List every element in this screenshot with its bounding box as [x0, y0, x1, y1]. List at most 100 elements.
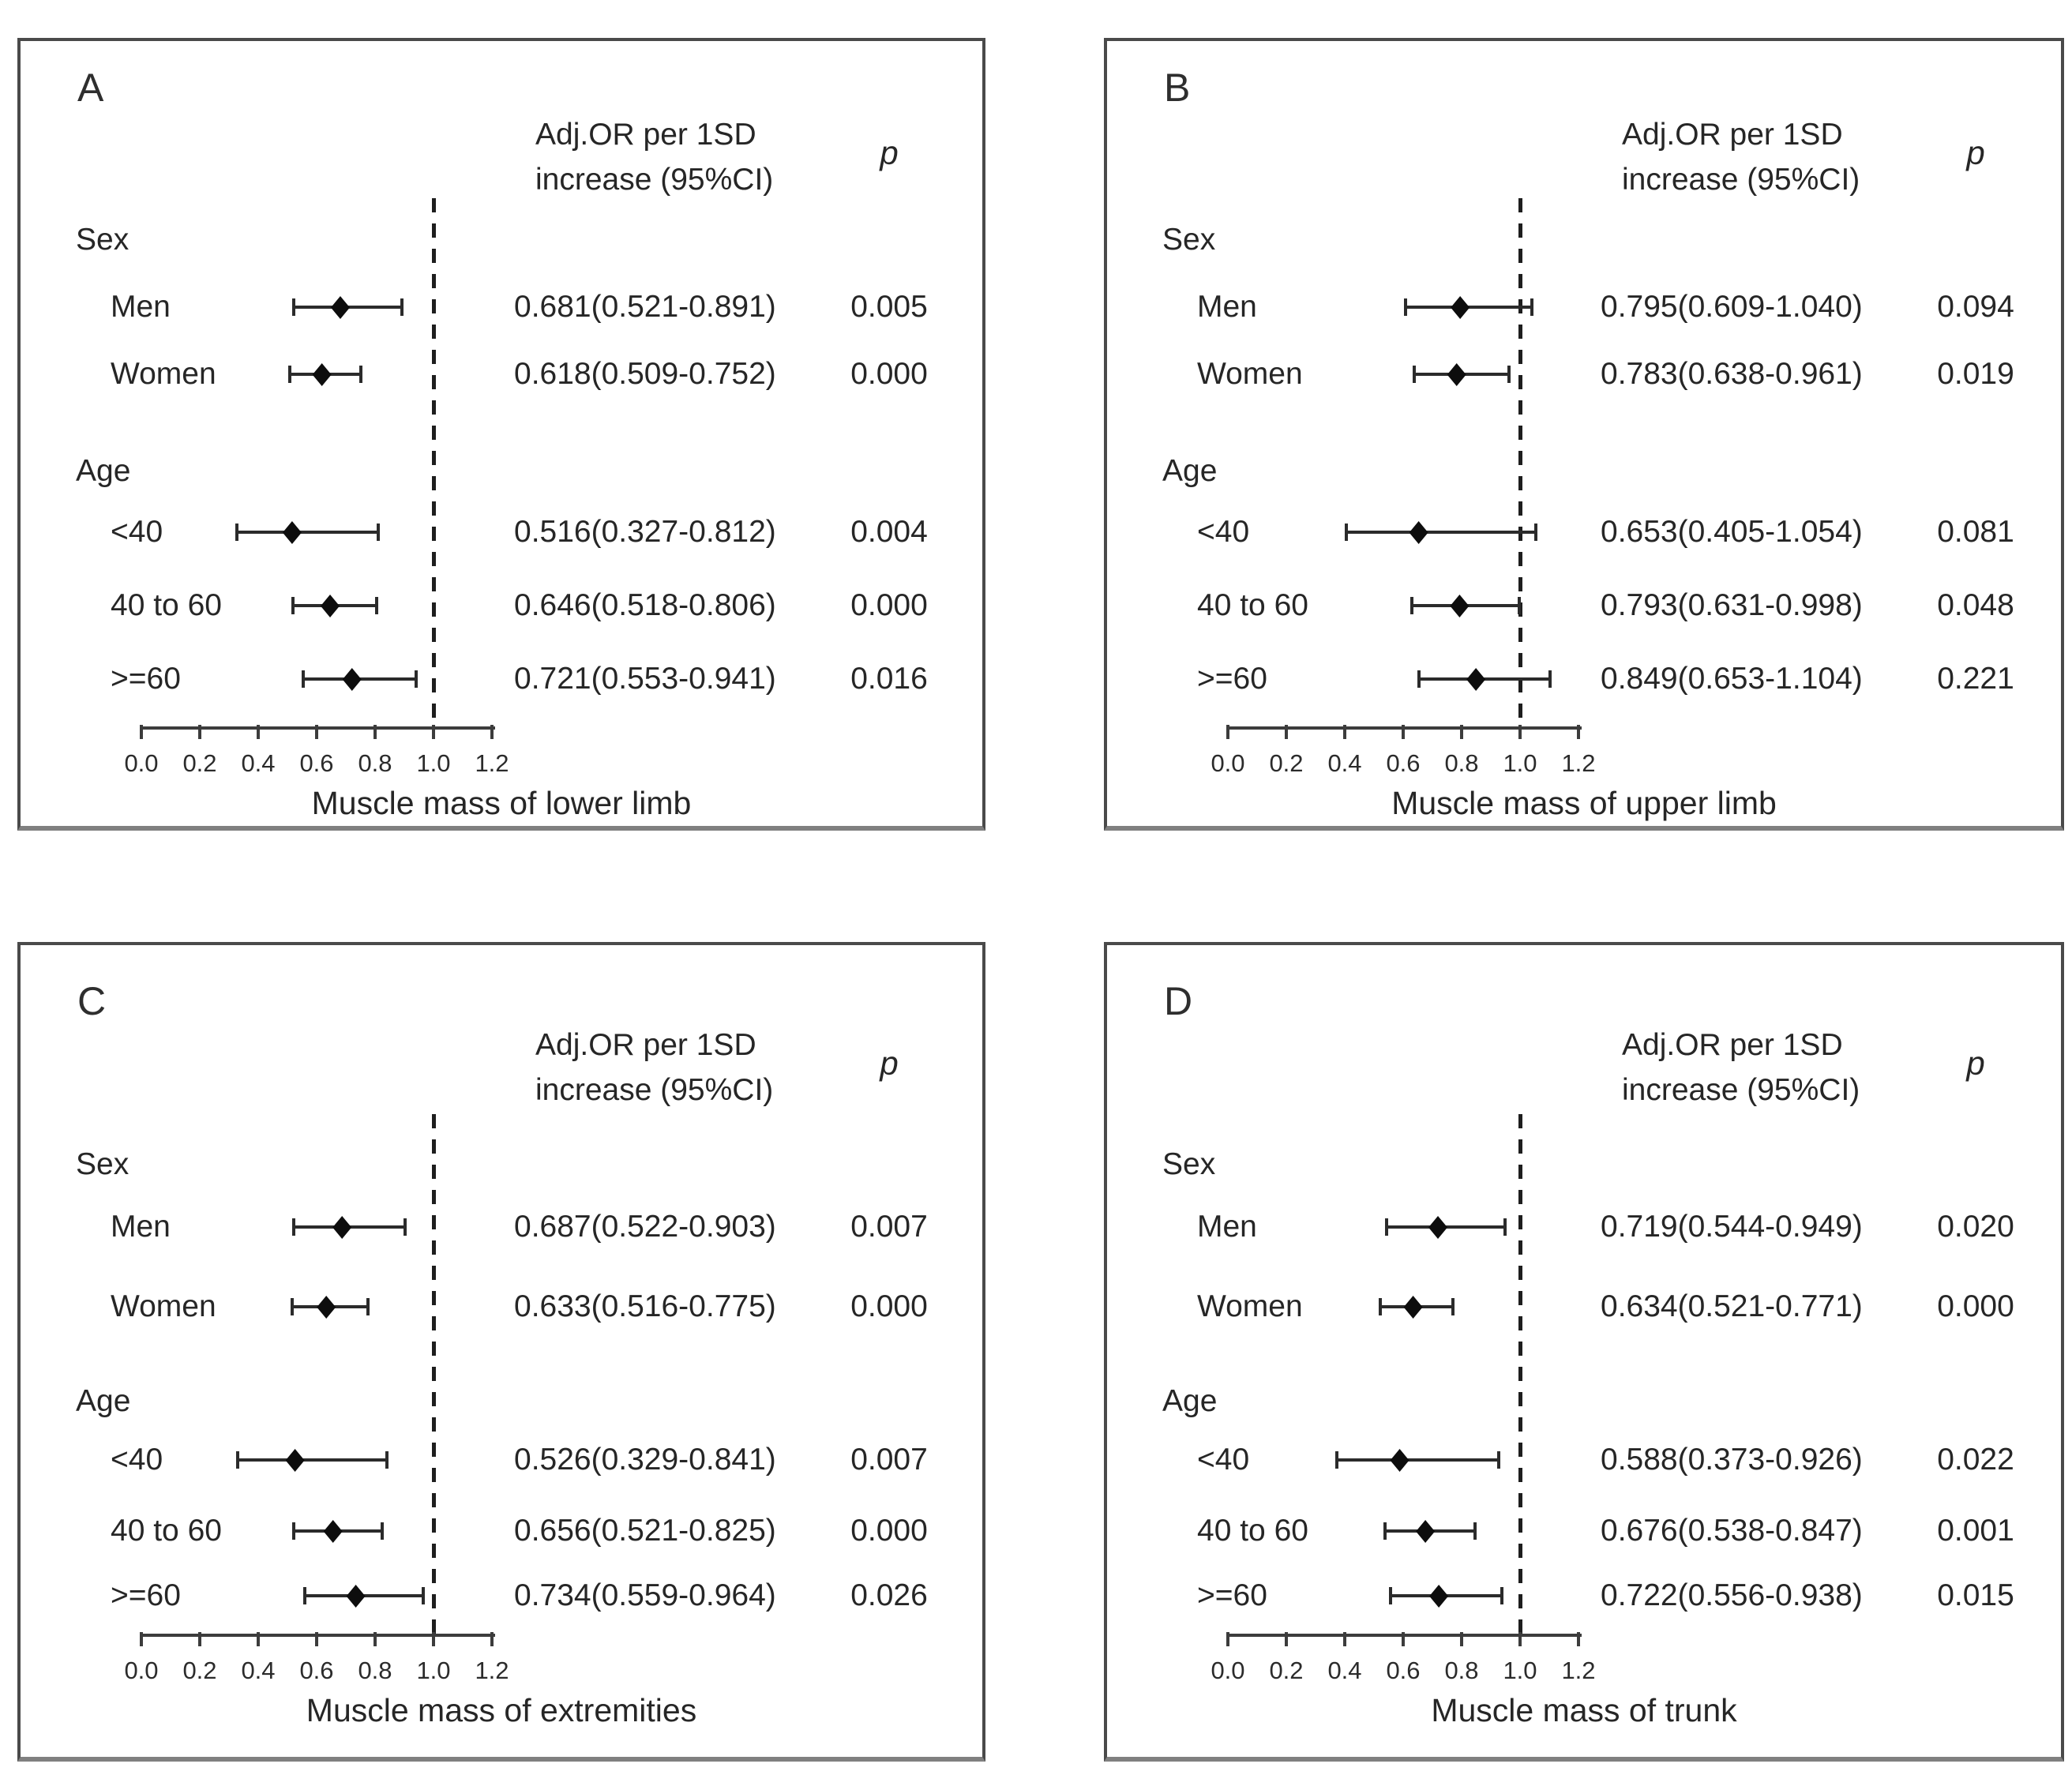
x-axis-tick-label: 1.2: [1561, 1657, 1596, 1684]
row-label: <40: [1197, 1443, 1250, 1477]
x-axis-tick-label: 0.2: [182, 1657, 217, 1684]
x-axis-tick: [1577, 725, 1580, 739]
p-column-header: p: [1966, 134, 1985, 171]
or-ci-value: 0.719(0.544-0.949): [1601, 1210, 1863, 1244]
ci-cap-high: [415, 670, 419, 688]
or-point-diamond-marker: [1428, 1216, 1448, 1239]
ci-cap-low: [291, 1522, 295, 1540]
row-label: Men: [111, 290, 171, 324]
x-axis-tick-label: 0.2: [1269, 749, 1304, 777]
or-point-diamond-marker: [330, 296, 350, 319]
x-axis-tick-label: 0.0: [124, 749, 159, 777]
or-column-header-line2: increase (95%CI): [1622, 163, 1860, 197]
ci-cap-low: [291, 597, 295, 614]
x-axis-tick: [1518, 725, 1522, 739]
or-ci-value: 0.653(0.405-1.054): [1601, 515, 1863, 549]
ci-cap-high: [377, 523, 381, 541]
x-axis-tick: [1460, 1632, 1463, 1646]
or-point-diamond-marker: [317, 1296, 336, 1319]
row-label: Women: [111, 1289, 216, 1323]
x-axis-tick: [257, 1632, 260, 1646]
group-label: Sex: [76, 1147, 130, 1181]
panel-letter: C: [77, 979, 107, 1023]
row-label: >=60: [1197, 662, 1267, 696]
row-label: Women: [111, 357, 216, 391]
x-axis-tick: [1402, 1632, 1405, 1646]
p-column-header: p: [880, 134, 899, 171]
panel-letter: D: [1164, 979, 1193, 1023]
or-column-header: Adj.OR per 1SD increase (95%CI): [1622, 112, 1860, 202]
or-point-diamond-marker: [1390, 1449, 1409, 1472]
p-value: 0.016: [850, 662, 928, 696]
row-label: 40 to 60: [111, 588, 222, 622]
p-value: 0.005: [850, 290, 928, 324]
ci-cap-low: [291, 298, 295, 316]
or-ci-value: 0.516(0.327-0.812): [514, 515, 776, 549]
or-ci-value: 0.849(0.653-1.104): [1601, 662, 1863, 696]
ci-cap-low: [1410, 597, 1414, 614]
panel-a-muscle-mass-lower-limb: A Adj.OR per 1SD increase (95%CI) p Musc…: [17, 38, 985, 831]
ci-cap-low: [1404, 298, 1408, 316]
ci-cap-high: [366, 1298, 370, 1315]
x-axis-tick-label: 0.8: [358, 749, 392, 777]
row-label: Men: [1197, 290, 1257, 324]
ci-cap-low: [1344, 523, 1348, 541]
x-axis-tick-label: 0.0: [124, 1657, 159, 1684]
or-point-diamond-marker: [346, 1585, 366, 1608]
p-value: 0.000: [850, 588, 928, 622]
x-axis-title: Muscle mass of lower limb: [311, 785, 692, 821]
ci-cap-high: [1518, 597, 1522, 614]
p-column-header: p: [880, 1045, 899, 1082]
x-axis-tick-label: 0.6: [299, 749, 334, 777]
or-ci-value: 0.646(0.518-0.806): [514, 588, 776, 622]
x-axis-tick: [1402, 725, 1405, 739]
row-label: >=60: [111, 1578, 181, 1612]
row-label: 40 to 60: [111, 1514, 222, 1548]
ci-cap-high: [359, 366, 363, 383]
x-axis-tick: [1343, 725, 1346, 739]
or-ci-value: 0.588(0.373-0.926): [1601, 1443, 1863, 1477]
x-axis-tick-label: 0.8: [1444, 749, 1479, 777]
x-axis-tick-label: 0.4: [241, 749, 276, 777]
or-point-diamond-marker: [1450, 595, 1470, 617]
x-axis-tick-label: 0.4: [241, 1657, 276, 1684]
ci-cap-high: [400, 298, 404, 316]
or-column-header-line1: Adj.OR per 1SD: [1622, 1028, 1843, 1062]
x-axis-tick: [1226, 1632, 1229, 1646]
x-axis-tick: [1460, 725, 1463, 739]
ci-cap-low: [290, 1298, 294, 1315]
ci-cap-low: [235, 523, 238, 541]
or-ci-value: 0.793(0.631-0.998): [1601, 588, 1863, 622]
confidence-interval-bar: [1337, 1458, 1499, 1462]
or-point-diamond-marker: [342, 668, 362, 691]
panel-c-muscle-mass-extremities: C Adj.OR per 1SD increase (95%CI) p Musc…: [17, 942, 985, 1762]
x-axis-tick: [315, 725, 318, 739]
x-axis-tick: [1343, 1632, 1346, 1646]
p-value: 0.026: [850, 1578, 928, 1612]
reference-line: [1518, 1114, 1522, 1634]
x-axis-tick: [198, 725, 201, 739]
x-axis-tick-label: 0.2: [1269, 1657, 1304, 1684]
or-point-diamond-marker: [1447, 363, 1466, 386]
ci-cap-high: [381, 1522, 385, 1540]
ci-cap-low: [1383, 1522, 1387, 1540]
ci-cap-low: [1417, 670, 1421, 688]
x-axis-tick-label: 1.2: [475, 1657, 509, 1684]
ci-cap-low: [301, 670, 305, 688]
x-axis-tick: [198, 1632, 201, 1646]
confidence-interval-bar: [1346, 531, 1536, 534]
or-point-diamond-marker: [1429, 1585, 1449, 1608]
or-column-header-line1: Adj.OR per 1SD: [1622, 118, 1843, 152]
or-point-diamond-marker: [1403, 1296, 1423, 1319]
group-label: Sex: [76, 223, 130, 257]
p-value: 0.000: [850, 1289, 928, 1323]
reference-line: [432, 198, 436, 726]
ci-cap-high: [1496, 1451, 1500, 1469]
x-axis-tick-label: 0.4: [1327, 1657, 1362, 1684]
or-point-diamond-marker: [332, 1216, 352, 1239]
ci-cap-high: [375, 597, 379, 614]
x-axis-tick: [1285, 1632, 1288, 1646]
p-value: 0.020: [1937, 1210, 2014, 1244]
ci-cap-high: [404, 1218, 407, 1236]
